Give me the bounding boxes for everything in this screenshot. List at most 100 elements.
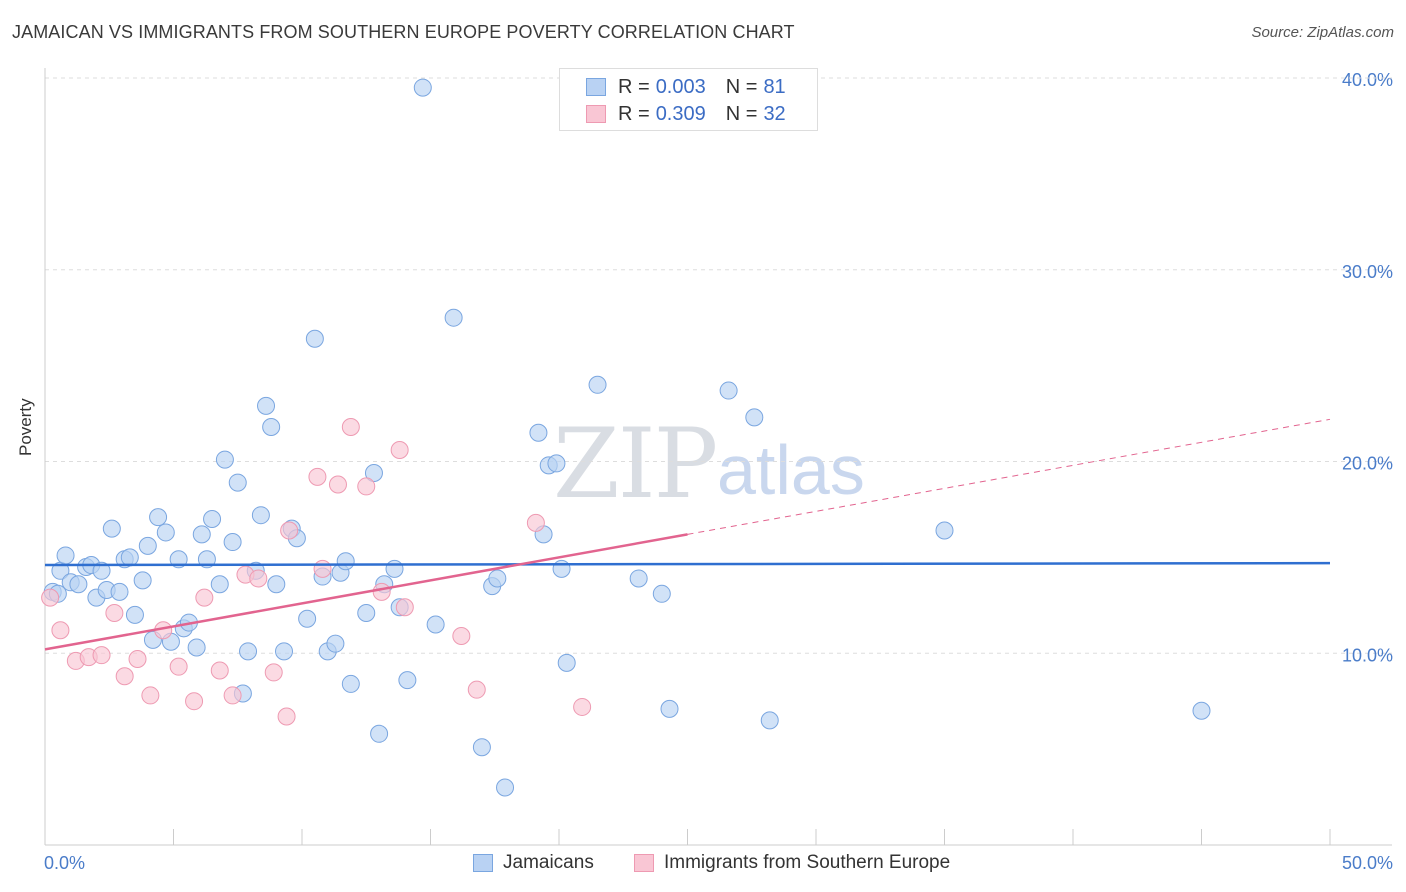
point-southern-europe xyxy=(308,467,327,486)
y-tick-label: 30.0% xyxy=(1342,262,1393,282)
point-jamaicans xyxy=(102,519,121,538)
point-jamaicans xyxy=(203,510,222,529)
point-jamaicans xyxy=(496,778,515,797)
point-southern-europe xyxy=(223,686,242,705)
point-jamaicans xyxy=(156,523,175,542)
legend-n-label: N = xyxy=(725,75,758,98)
point-jamaicans xyxy=(385,559,404,578)
legend-row-jamaicans: R = 0.003 N = 81 xyxy=(586,75,786,99)
point-southern-europe xyxy=(280,521,299,540)
legend-r-value-southern-europe: 0.309 xyxy=(655,102,706,125)
point-jamaicans xyxy=(557,653,576,672)
point-jamaicans xyxy=(357,603,376,622)
legend-n-value-southern-europe: 32 xyxy=(763,102,786,125)
point-jamaicans xyxy=(223,533,242,552)
point-jamaicans xyxy=(652,584,671,603)
point-jamaicans xyxy=(267,575,286,594)
point-jamaicans xyxy=(444,308,463,327)
bottom-legend-swatch-jamaicans xyxy=(473,854,493,872)
point-jamaicans xyxy=(364,464,383,483)
point-jamaicans xyxy=(298,609,317,628)
chart-title: JAMAICAN VS IMMIGRANTS FROM SOUTHERN EUR… xyxy=(12,22,795,42)
point-jamaicans xyxy=(336,552,355,571)
legend-n-value-jamaicans: 81 xyxy=(763,75,786,98)
point-southern-europe xyxy=(372,582,391,601)
point-southern-europe xyxy=(128,650,147,669)
point-southern-europe xyxy=(105,603,124,622)
point-jamaicans xyxy=(92,561,111,580)
legend-r-label: R = xyxy=(618,102,650,125)
point-jamaicans xyxy=(169,550,188,569)
legend-swatch-jamaicans xyxy=(586,78,606,96)
point-jamaicans xyxy=(251,506,270,525)
point-southern-europe xyxy=(185,692,204,711)
y-axis-label: Poverty xyxy=(16,398,35,456)
point-jamaicans xyxy=(935,521,954,540)
point-jamaicans xyxy=(228,473,247,492)
point-jamaicans xyxy=(547,454,566,473)
point-jamaicans xyxy=(488,569,507,588)
point-jamaicans xyxy=(138,536,157,555)
x-tick-label: 50.0% xyxy=(1342,853,1393,873)
point-jamaicans xyxy=(413,78,432,97)
point-southern-europe xyxy=(526,513,545,532)
point-jamaicans xyxy=(125,605,144,624)
point-jamaicans xyxy=(133,571,152,590)
point-jamaicans xyxy=(305,329,324,348)
point-jamaicans xyxy=(472,738,491,757)
y-tick-label: 20.0% xyxy=(1342,454,1393,474)
y-tick-label: 10.0% xyxy=(1342,645,1393,665)
point-jamaicans xyxy=(719,381,738,400)
point-southern-europe xyxy=(395,598,414,617)
point-southern-europe xyxy=(313,559,332,578)
point-southern-europe xyxy=(390,440,409,459)
legend-r-value-jamaicans: 0.003 xyxy=(655,75,706,98)
point-southern-europe xyxy=(328,475,347,494)
point-jamaicans xyxy=(370,724,389,743)
point-jamaicans xyxy=(341,674,360,693)
x-tick-label: 0.0% xyxy=(44,853,85,873)
bottom-legend-jamaicans: Jamaicans xyxy=(473,852,594,874)
point-southern-europe xyxy=(51,621,70,640)
point-southern-europe xyxy=(357,477,376,496)
point-jamaicans xyxy=(760,711,779,730)
point-southern-europe xyxy=(195,588,214,607)
point-jamaicans xyxy=(275,642,294,661)
point-jamaicans xyxy=(426,615,445,634)
point-southern-europe xyxy=(115,667,134,686)
point-jamaicans xyxy=(326,634,345,653)
legend: R = 0.003 N = 81 R = 0.309 N = 32 xyxy=(559,68,818,131)
point-southern-europe xyxy=(210,661,229,680)
point-jamaicans xyxy=(187,638,206,657)
point-jamaicans xyxy=(552,559,571,578)
bottom-legend-label-southern-europe: Immigrants from Southern Europe xyxy=(664,852,951,873)
point-southern-europe xyxy=(41,588,60,607)
point-jamaicans xyxy=(529,423,548,442)
bottom-legend-southern-europe: Immigrants from Southern Europe xyxy=(634,852,950,874)
point-jamaicans xyxy=(257,396,276,415)
point-jamaicans xyxy=(120,548,139,567)
point-jamaicans xyxy=(660,699,679,718)
legend-n-label: N = xyxy=(725,102,758,125)
point-jamaicans xyxy=(56,546,75,565)
point-jamaicans xyxy=(215,450,234,469)
point-jamaicans xyxy=(192,525,211,544)
point-jamaicans xyxy=(210,575,229,594)
point-southern-europe xyxy=(341,417,360,436)
point-jamaicans xyxy=(745,408,764,427)
point-jamaicans xyxy=(239,642,258,661)
bottom-legend-label-jamaicans: Jamaicans xyxy=(503,852,594,873)
point-southern-europe xyxy=(452,626,471,645)
point-southern-europe xyxy=(92,646,111,665)
legend-swatch-southern-europe xyxy=(586,105,606,123)
watermark-zip: ZIP xyxy=(553,408,718,520)
point-jamaicans xyxy=(262,417,281,436)
point-jamaicans xyxy=(629,569,648,588)
bottom-legend-swatch-southern-europe xyxy=(634,854,654,872)
point-jamaicans xyxy=(110,582,129,601)
point-southern-europe xyxy=(573,697,592,716)
watermark-atlas: atlas xyxy=(717,431,865,509)
point-southern-europe xyxy=(467,680,486,699)
point-jamaicans xyxy=(588,375,607,394)
